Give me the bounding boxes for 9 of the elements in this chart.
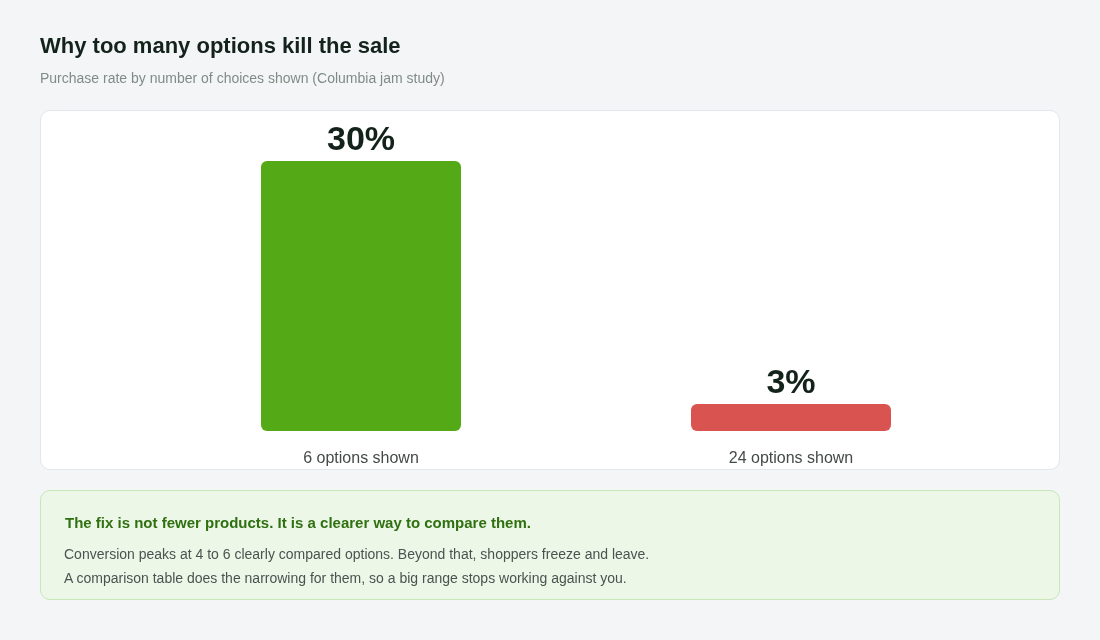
chart-subtitle: Purchase rate by number of choices shown (Columbia jam study) bbox=[40, 70, 445, 86]
chart-title: Why too many options kill the sale bbox=[40, 33, 401, 59]
data-label: 3% bbox=[766, 362, 816, 400]
text: A comparison table does the narrowing for them, so a big range stops working against you. bbox=[64, 570, 627, 586]
data-label: 30% bbox=[326, 119, 396, 157]
x-tick-label: 6 options shown bbox=[303, 448, 419, 466]
text: The fix is not fewer products. It is a clearer way to compare them. bbox=[65, 514, 531, 531]
text: Conversion peaks at 4 to 6 clearly compared options. Beyond that, shoppers freeze and leave. bbox=[64, 546, 650, 562]
x-tick-label: 24 options shown bbox=[728, 448, 854, 466]
